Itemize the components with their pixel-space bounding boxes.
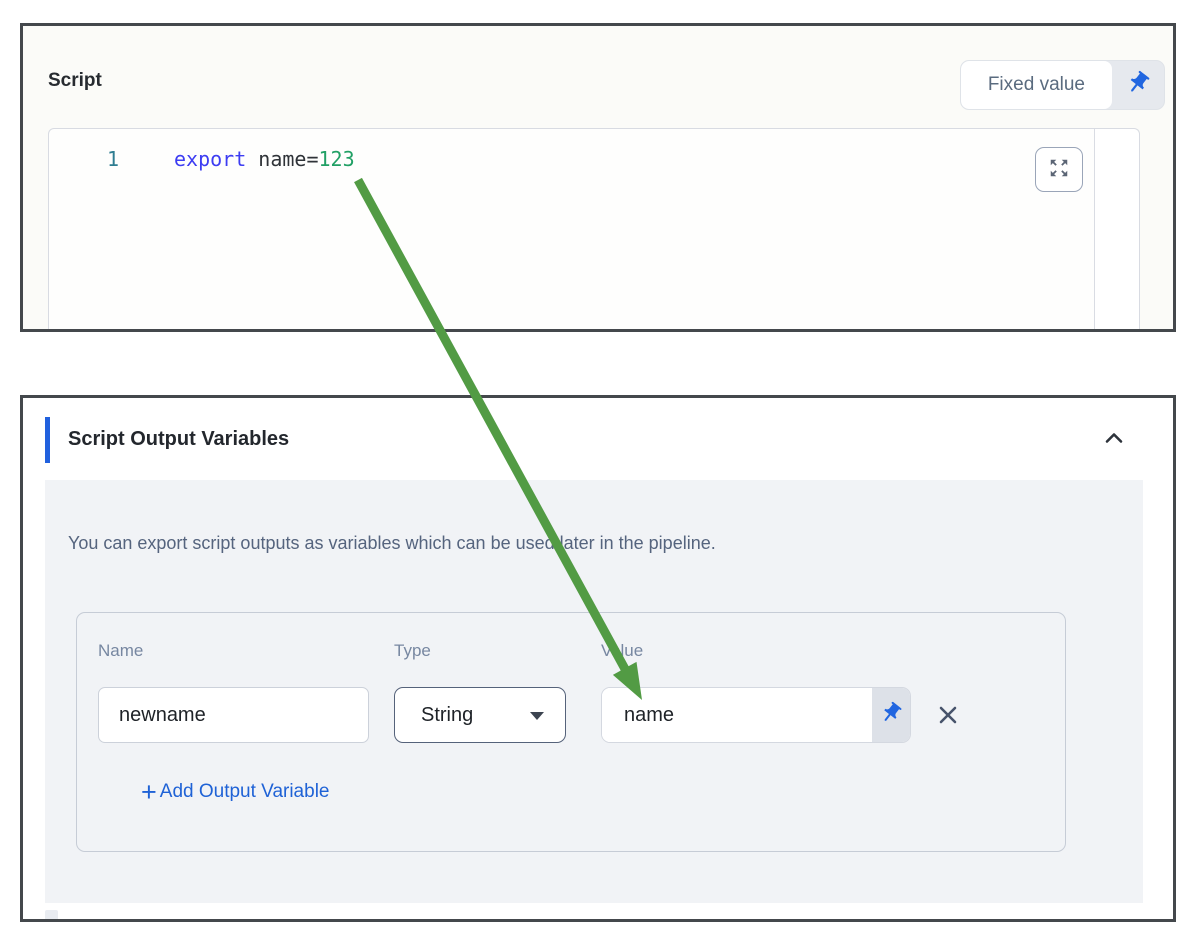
pin-icon — [1125, 70, 1151, 101]
clipped-next-section — [45, 910, 58, 919]
type-column-label: Type — [394, 641, 431, 660]
variable-name-input[interactable] — [98, 687, 369, 743]
section-title: Script Output Variables — [68, 428, 290, 450]
remove-variable-button[interactable] — [933, 701, 963, 731]
script-panel: Script Fixed value 1 export name=123 — [20, 23, 1176, 332]
plus-icon: + — [141, 777, 157, 807]
name-column-label: Name — [98, 641, 144, 660]
line-number: 1 — [106, 147, 119, 171]
section-accent-bar — [45, 417, 50, 463]
collapse-section-button[interactable] — [1099, 424, 1129, 454]
section-body: You can export script outputs as variabl… — [45, 480, 1143, 903]
code-number: 123 — [318, 147, 355, 171]
variable-value-field — [601, 687, 911, 743]
expand-editor-button[interactable] — [1035, 147, 1083, 192]
chevron-down-icon — [530, 712, 544, 720]
script-code-editor[interactable]: 1 export name=123 — [48, 128, 1140, 329]
fixed-value-button[interactable]: Fixed value — [960, 61, 1112, 109]
input-type-selector: Fixed value — [959, 60, 1165, 110]
section-description: You can export script outputs as variabl… — [68, 533, 716, 553]
variable-value-input[interactable] — [602, 688, 872, 742]
expand-icon — [1048, 157, 1070, 182]
code-plain: name= — [246, 147, 319, 171]
variable-type-select[interactable]: String — [394, 687, 566, 743]
value-column-label: Value — [601, 641, 644, 660]
selected-type: String — [421, 703, 474, 726]
chevron-up-icon — [1102, 426, 1126, 453]
output-variable-row: Name Type Value String — [76, 612, 1066, 852]
add-output-variable-button[interactable]: + Add Output Variable — [141, 777, 330, 807]
pin-icon — [879, 701, 903, 730]
editor-scrollbar[interactable] — [1094, 129, 1139, 329]
script-field-label: Script — [48, 70, 102, 91]
script-output-variables-panel: Script Output Variables You can export s… — [20, 395, 1176, 922]
pin-button[interactable] — [1112, 61, 1164, 109]
value-pin-button[interactable] — [872, 688, 910, 742]
add-output-variable-label: Add Output Variable — [159, 781, 330, 802]
code-line: export name=123 — [174, 147, 355, 171]
code-keyword: export — [174, 147, 247, 171]
close-icon — [937, 704, 959, 729]
